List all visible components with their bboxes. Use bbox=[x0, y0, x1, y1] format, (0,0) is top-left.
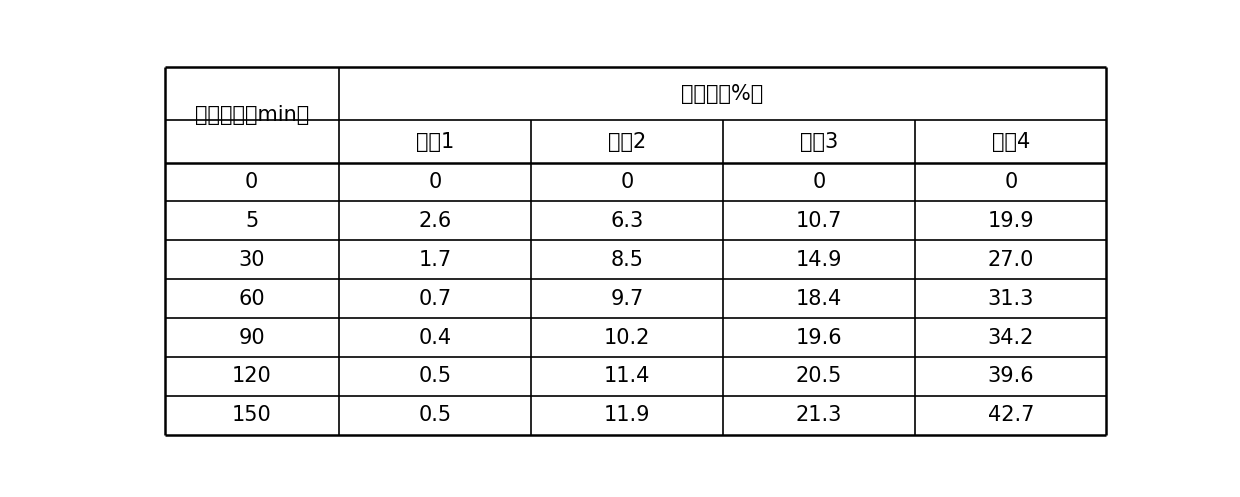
Text: 1.7: 1.7 bbox=[418, 250, 451, 270]
Text: 60: 60 bbox=[238, 289, 265, 309]
Text: 体系1: 体系1 bbox=[415, 132, 454, 152]
Text: 8.5: 8.5 bbox=[610, 250, 644, 270]
Text: 21.3: 21.3 bbox=[796, 405, 842, 425]
Text: 5: 5 bbox=[246, 211, 258, 231]
Text: 10.7: 10.7 bbox=[796, 211, 842, 231]
Text: 90: 90 bbox=[238, 328, 265, 347]
Text: 19.6: 19.6 bbox=[796, 328, 842, 347]
Text: 31.3: 31.3 bbox=[987, 289, 1034, 309]
Text: 27.0: 27.0 bbox=[987, 250, 1034, 270]
Text: 0: 0 bbox=[620, 172, 634, 192]
Text: 14.9: 14.9 bbox=[796, 250, 842, 270]
Text: 19.9: 19.9 bbox=[987, 211, 1034, 231]
Text: 0: 0 bbox=[812, 172, 826, 192]
Text: 6.3: 6.3 bbox=[610, 211, 644, 231]
Text: 去除率（%）: 去除率（%） bbox=[682, 84, 764, 104]
Text: 150: 150 bbox=[232, 405, 272, 425]
Text: 0.5: 0.5 bbox=[418, 405, 451, 425]
Text: 30: 30 bbox=[238, 250, 265, 270]
Text: 9.7: 9.7 bbox=[610, 289, 644, 309]
Text: 0: 0 bbox=[1004, 172, 1018, 192]
Text: 18.4: 18.4 bbox=[796, 289, 842, 309]
Text: 39.6: 39.6 bbox=[987, 366, 1034, 386]
Text: 2.6: 2.6 bbox=[418, 211, 451, 231]
Text: 0.7: 0.7 bbox=[418, 289, 451, 309]
Text: 20.5: 20.5 bbox=[796, 366, 842, 386]
Text: 反应时间（min）: 反应时间（min） bbox=[195, 105, 309, 125]
Text: 体系2: 体系2 bbox=[608, 132, 646, 152]
Text: 0: 0 bbox=[246, 172, 258, 192]
Text: 0.5: 0.5 bbox=[418, 366, 451, 386]
Text: 42.7: 42.7 bbox=[987, 405, 1034, 425]
Text: 10.2: 10.2 bbox=[604, 328, 650, 347]
Text: 0.4: 0.4 bbox=[418, 328, 451, 347]
Text: 体系4: 体系4 bbox=[992, 132, 1030, 152]
Text: 34.2: 34.2 bbox=[987, 328, 1034, 347]
Text: 11.9: 11.9 bbox=[604, 405, 650, 425]
Text: 体系3: 体系3 bbox=[800, 132, 838, 152]
Text: 0: 0 bbox=[428, 172, 441, 192]
Text: 120: 120 bbox=[232, 366, 272, 386]
Text: 11.4: 11.4 bbox=[604, 366, 650, 386]
